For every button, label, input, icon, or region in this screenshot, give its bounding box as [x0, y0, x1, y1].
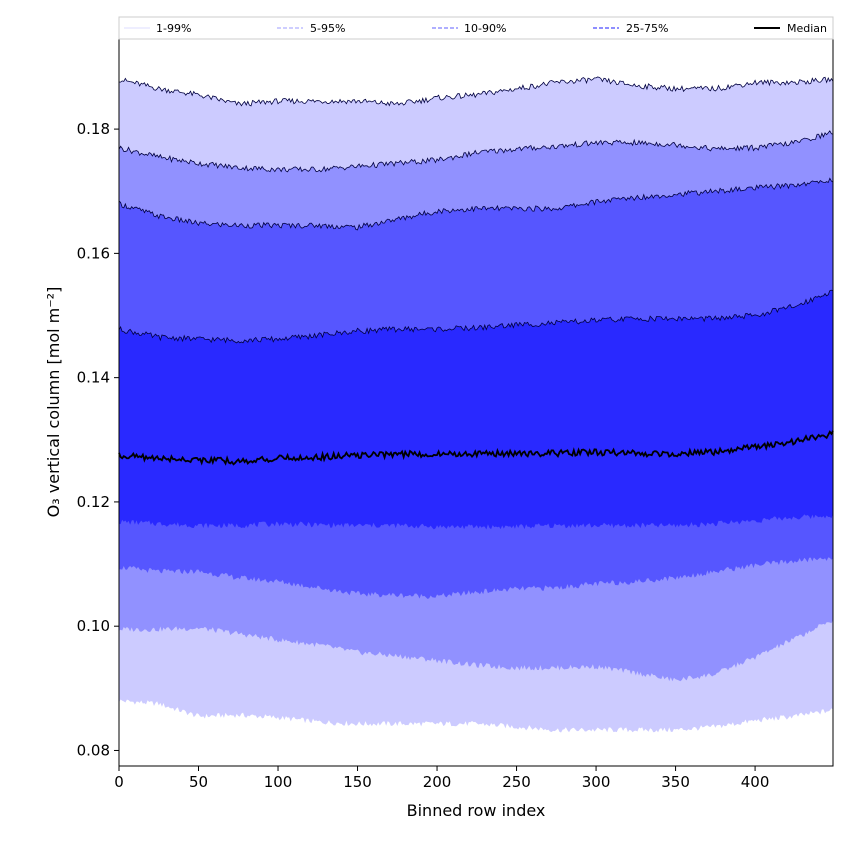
x-tick-label: 0 — [114, 773, 124, 791]
x-tick-label: 400 — [741, 773, 770, 791]
legend-box — [118, 16, 834, 40]
x-tick-label: 300 — [582, 773, 611, 791]
y-axis-title: O₃ vertical column [mol m⁻²] — [44, 287, 63, 518]
band-upper-edge-10-90% — [118, 177, 834, 231]
x-tick-label: 100 — [264, 773, 293, 791]
y-tick-label: 0.12 — [77, 493, 110, 511]
x-tick-label: 50 — [189, 773, 208, 791]
legend-label-10-90%: 10-90% — [464, 22, 506, 35]
x-axis-title: Binned row index — [407, 801, 546, 820]
x-tick-label: 150 — [343, 773, 372, 791]
y-tick-label: 0.18 — [77, 120, 110, 138]
band-upper-edge-5-95% — [118, 130, 834, 173]
legend-label-Median: Median — [787, 22, 827, 35]
x-tick-label: 250 — [502, 773, 531, 791]
legend-label-25-75%: 25-75% — [626, 22, 668, 35]
band-25-75% — [119, 290, 833, 530]
axes: 0 50 100 150 200 250 300 350 400 0.08 0.10 0.12 0.14… — [77, 38, 834, 791]
band-upper-edge-1-99% — [118, 76, 834, 107]
y-tick-label: 0.08 — [77, 741, 110, 759]
plot-area — [118, 39, 834, 766]
legend: 1-99% 5-95% 10-90% 25-75% Median — [118, 16, 834, 40]
x-tick-label: 200 — [423, 773, 452, 791]
band-upper-edge-25-75% — [118, 289, 834, 344]
median-line — [118, 430, 834, 466]
y-tick-label: 0.14 — [77, 369, 110, 387]
y-tick-label: 0.16 — [77, 244, 110, 262]
legend-label-1-99%: 1-99% — [156, 22, 191, 35]
x-tick-label: 350 — [661, 773, 690, 791]
legend-label-5-95%: 5-95% — [310, 22, 345, 35]
y-tick-label: 0.10 — [77, 617, 110, 635]
